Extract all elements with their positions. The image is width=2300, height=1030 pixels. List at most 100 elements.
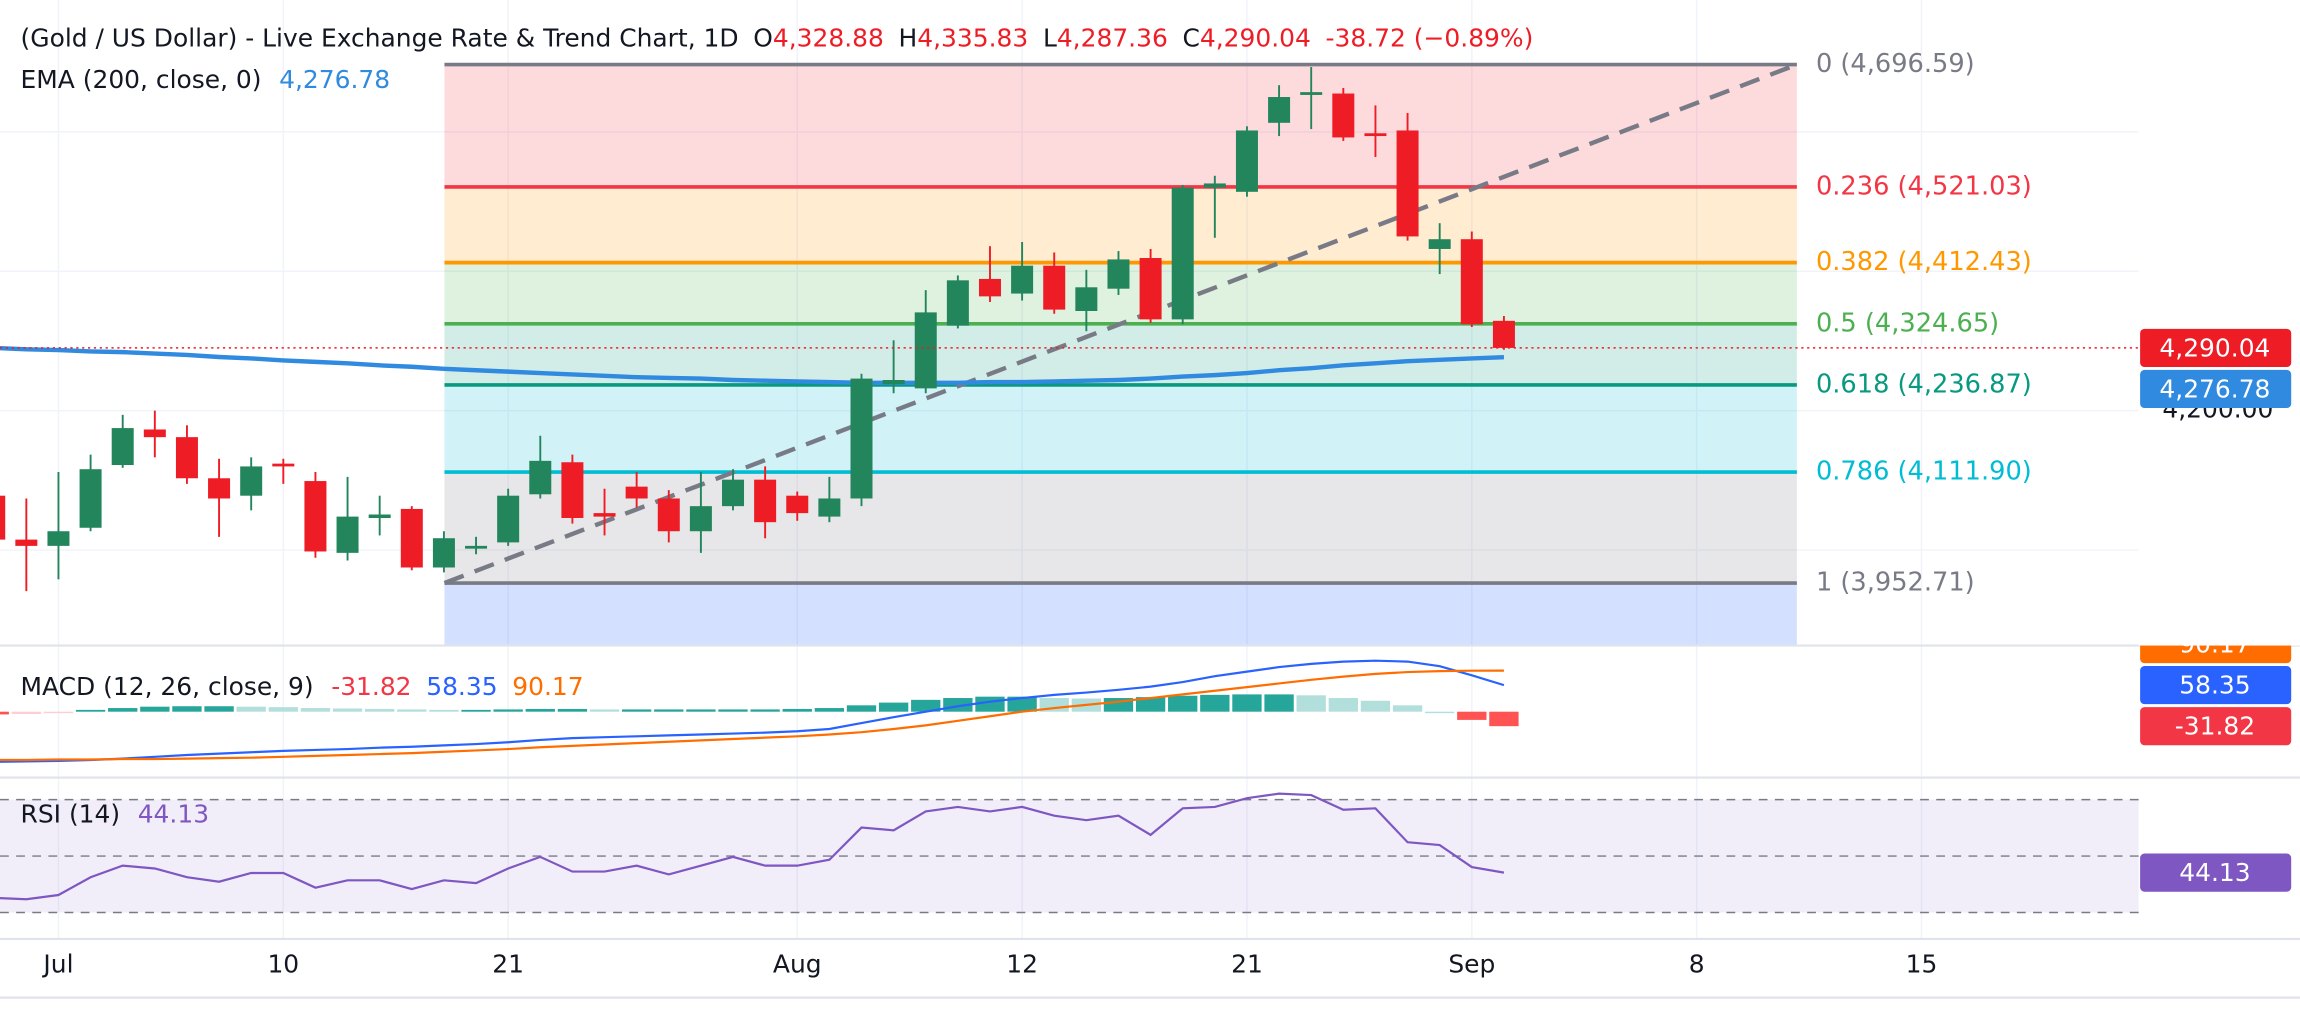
x-tick-label: 12 — [1006, 949, 1038, 978]
macd-histogram-bar — [654, 709, 684, 712]
candle-body — [1139, 258, 1162, 320]
fib-band — [444, 186, 1797, 263]
candle-body — [272, 463, 295, 467]
macd-hist-badge: -31.82 — [2175, 712, 2255, 741]
ema-label: EMA (200, close, 0) — [21, 65, 262, 94]
candle-body — [0, 495, 6, 540]
fib-level-label: 0.236 (4,521.03) — [1816, 171, 2032, 201]
ohlc-key: O — [753, 24, 773, 53]
fib-extension-band — [444, 583, 1797, 646]
fib-band — [444, 323, 1797, 385]
macd-histogram-bar — [300, 708, 331, 712]
macd-histogram-bar — [236, 706, 266, 712]
rsi-header: RSI (14) 44.13 — [21, 800, 210, 829]
macd-histogram-bar — [846, 705, 877, 712]
macd-histogram-bar — [1360, 700, 1391, 712]
macd-histogram-bar — [140, 706, 170, 712]
ohlc-value: 4,290.04 — [1200, 24, 1311, 53]
candle-body — [79, 469, 102, 528]
candle-body — [432, 538, 455, 568]
candle-body — [946, 280, 969, 326]
ohlc-key: C — [1182, 24, 1199, 53]
candle-body — [1332, 93, 1355, 138]
ema-line — [0, 345, 1505, 385]
macd-histogram-bar — [429, 709, 459, 712]
candle-body — [561, 462, 584, 519]
macd-histogram-bar — [172, 706, 202, 712]
candle-body — [786, 495, 809, 514]
chart-header: (Gold / US Dollar) - Live Exchange Rate … — [21, 24, 1534, 53]
macd-histogram-bar — [878, 702, 909, 712]
macd-histogram-bar — [461, 709, 491, 712]
macd-label: MACD (12, 26, close, 9) — [21, 672, 314, 701]
candle-body — [722, 479, 745, 507]
candle-body — [914, 312, 937, 389]
macd-hist-badge-bg — [2140, 707, 2292, 746]
macd-badge: 58.35 — [2179, 671, 2250, 700]
fib-level-label: 0.786 (4,111.90) — [1816, 457, 2032, 487]
rsi-badge-bg — [2140, 853, 2292, 892]
signal-line — [0, 669, 1504, 762]
ohlc-value: 4,287.36 — [1057, 24, 1168, 53]
candle-body — [1075, 287, 1098, 311]
candle-body — [657, 498, 680, 532]
candle-body — [47, 531, 70, 546]
ohlc-key: H — [899, 24, 918, 53]
macd-value: 58.35 — [426, 672, 497, 701]
candle-body — [304, 481, 327, 552]
candle-body — [208, 478, 231, 499]
macd-histogram-bar — [108, 708, 138, 712]
candle-body — [754, 479, 777, 523]
x-tick-label: Aug — [773, 949, 822, 978]
x-tick-label: 21 — [492, 949, 524, 978]
macd-histogram-bar — [557, 708, 588, 712]
candle-body — [1460, 239, 1483, 325]
candle-body — [1364, 133, 1387, 137]
macd-histogram-bar — [782, 708, 812, 712]
candle-body — [818, 498, 841, 517]
fib-level-label: 0.618 (4,236.87) — [1816, 369, 2032, 399]
candle-body — [689, 506, 712, 532]
macd-signal-value: 90.17 — [512, 672, 583, 701]
macd-histogram-bar — [525, 708, 555, 712]
macd-histogram-bar — [814, 708, 845, 712]
candle-body — [175, 437, 198, 479]
x-tick-label: 21 — [1231, 949, 1263, 978]
rsi-label: RSI (14) — [21, 800, 121, 829]
macd-line — [0, 659, 1505, 763]
macd-histogram-bar — [686, 709, 716, 712]
candle-body — [1107, 259, 1130, 289]
candle-body — [978, 278, 1001, 297]
macd-badge-bg — [2140, 666, 2292, 705]
candle-body — [1011, 265, 1034, 294]
ema-header: EMA (200, close, 0) 4,276.78 — [21, 65, 391, 94]
rsi-badge: 44.13 — [2179, 858, 2250, 887]
macd-hist-value: -31.82 — [331, 672, 411, 701]
macd-header: MACD (12, 26, close, 9) -31.82 58.35 90.17 — [21, 672, 584, 701]
candle-body — [850, 378, 873, 499]
macd-histogram-bar — [1007, 696, 1037, 712]
candle-body — [1300, 92, 1323, 95]
rsi-line — [0, 792, 1505, 901]
macd-histogram-bar — [911, 699, 941, 712]
candle-body — [143, 429, 166, 438]
axis-cover — [2138, 0, 2300, 646]
macd-histogram-bar — [365, 708, 395, 712]
macd-histogram-bar — [1168, 695, 1198, 712]
ema-badge-bg — [2140, 369, 2292, 409]
candle-body — [15, 539, 38, 546]
macd-histogram-bar — [268, 707, 298, 712]
ema-badge: 4,276.78 — [2159, 374, 2270, 403]
candle-body — [1428, 239, 1451, 249]
macd-histogram-bar — [397, 709, 427, 712]
candle-body — [111, 428, 134, 466]
fib-level-label: 0.5 (4,324.65) — [1816, 308, 1999, 338]
candle-body — [465, 545, 488, 549]
candle-body — [1268, 97, 1291, 123]
candle-body — [1043, 265, 1066, 310]
macd-histogram-bar — [1328, 698, 1358, 712]
candle-body — [529, 460, 552, 495]
macd-histogram-bar — [621, 709, 652, 712]
